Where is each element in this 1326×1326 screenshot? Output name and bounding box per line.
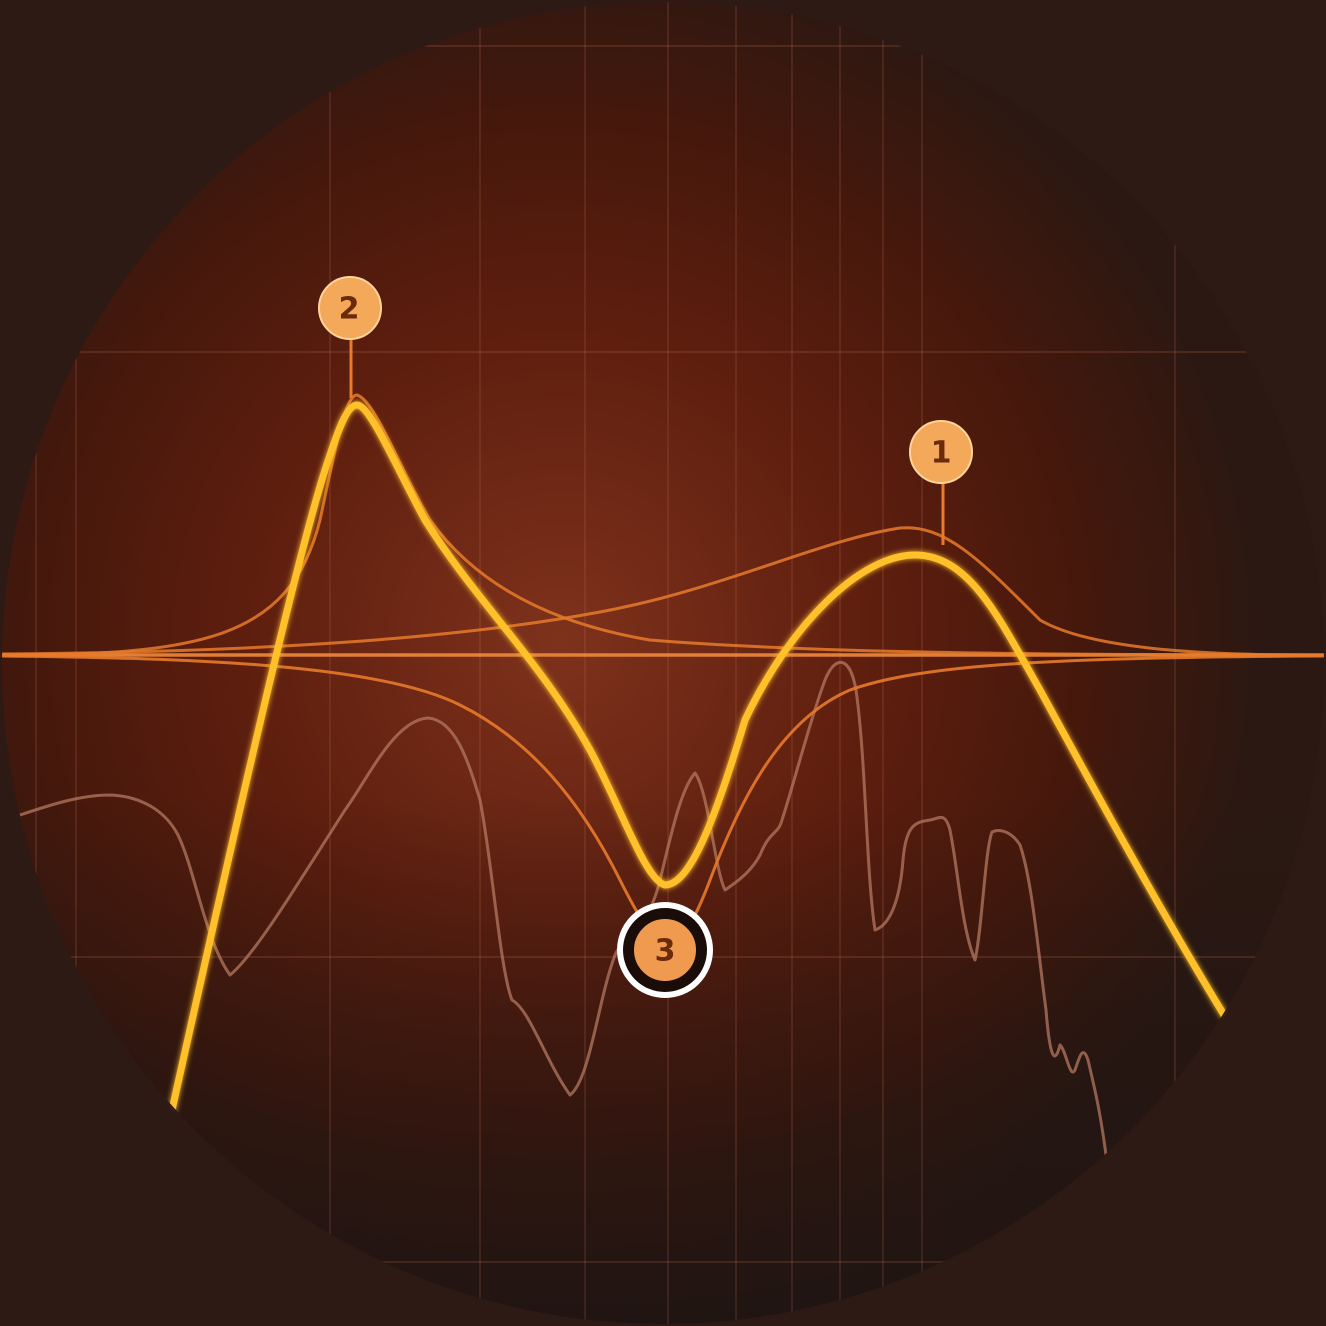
band-2-node[interactable] [318, 276, 382, 340]
band-2-curve [0, 393, 1326, 657]
frequency-grid [35, 0, 1176, 1326]
spectrum-analyzer-trace [19, 660, 1108, 1156]
band-1-node[interactable] [909, 420, 973, 484]
band-1-curve [0, 526, 1326, 657]
band-3-node[interactable] [630, 915, 700, 985]
band-3-label: 3 [655, 934, 676, 969]
band-2-handle[interactable]: 2 [318, 276, 382, 398]
band-2-label: 2 [339, 292, 360, 327]
band-1-label: 1 [931, 436, 952, 471]
eq-sum-curve [168, 401, 1228, 1114]
band-1-handle[interactable]: 1 [909, 420, 973, 545]
band-3-handle[interactable]: 3 [617, 902, 713, 998]
